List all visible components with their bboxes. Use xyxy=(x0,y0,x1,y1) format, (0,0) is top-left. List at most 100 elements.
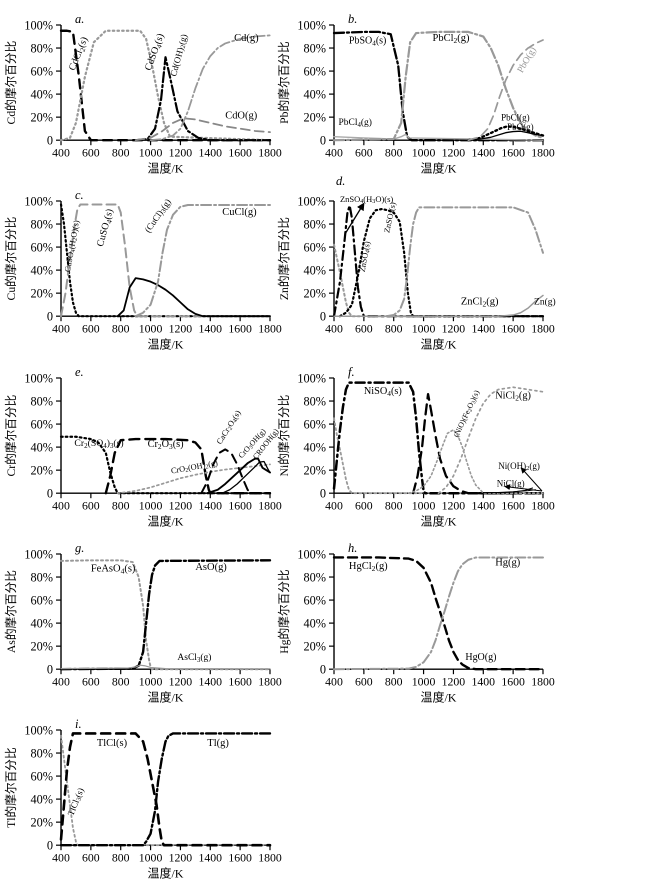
svg-text:ZnSO4(s): ZnSO4(s) xyxy=(358,240,374,273)
svg-text:AsCl3(g): AsCl3(g) xyxy=(177,652,211,664)
svg-text:400: 400 xyxy=(52,851,70,865)
svg-text:800: 800 xyxy=(112,146,130,160)
svg-text:600: 600 xyxy=(355,499,373,513)
svg-text:CdCl2(s): CdCl2(s) xyxy=(67,35,91,72)
svg-text:NiSO4(s): NiSO4(s) xyxy=(364,386,402,398)
svg-text:c.: c. xyxy=(75,188,84,202)
svg-text:1200: 1200 xyxy=(442,499,466,513)
svg-text:400: 400 xyxy=(325,322,343,336)
svg-text:80%: 80% xyxy=(30,570,53,584)
svg-text:NiCl2(g): NiCl2(g) xyxy=(495,391,531,403)
svg-text:1400: 1400 xyxy=(472,499,496,513)
svg-text:100%: 100% xyxy=(24,371,53,385)
svg-text:20%: 20% xyxy=(303,110,326,124)
svg-text:1000: 1000 xyxy=(412,146,436,160)
svg-text:100%: 100% xyxy=(297,371,326,385)
svg-text:1200: 1200 xyxy=(442,322,466,336)
svg-text:20%: 20% xyxy=(30,639,53,653)
svg-text:100%: 100% xyxy=(24,194,53,208)
svg-text:CrO2(OH)2(g): CrO2(OH)2(g) xyxy=(170,458,219,476)
svg-text:800: 800 xyxy=(112,851,130,865)
svg-text:100%: 100% xyxy=(297,18,326,32)
svg-text:1400: 1400 xyxy=(199,146,223,160)
svg-text:800: 800 xyxy=(112,675,130,689)
svg-text:60%: 60% xyxy=(303,64,326,78)
svg-text:Pb的摩尔百分比: Pb的摩尔百分比 xyxy=(277,41,291,123)
svg-text:CuSO4(s): CuSO4(s) xyxy=(95,208,116,248)
svg-text:600: 600 xyxy=(355,146,373,160)
svg-text:1200: 1200 xyxy=(169,499,193,513)
svg-text:(CuCl)3(g): (CuCl)3(g) xyxy=(143,197,174,235)
svg-text:CuCl(g): CuCl(g) xyxy=(222,207,257,218)
svg-text:60%: 60% xyxy=(30,64,53,78)
svg-text:温度/K: 温度/K xyxy=(148,690,184,705)
svg-text:600: 600 xyxy=(82,146,100,160)
svg-text:f.: f. xyxy=(348,365,355,379)
svg-text:1800: 1800 xyxy=(531,499,555,513)
svg-text:100%: 100% xyxy=(24,723,53,737)
svg-text:400: 400 xyxy=(52,146,70,160)
svg-text:1800: 1800 xyxy=(531,322,555,336)
svg-text:h.: h. xyxy=(348,541,357,555)
svg-text:400: 400 xyxy=(325,146,343,160)
svg-text:800: 800 xyxy=(385,322,403,336)
svg-text:Cr2(SO4)3(s): Cr2(SO4)3(s) xyxy=(74,438,123,450)
svg-text:i.: i. xyxy=(75,717,82,731)
svg-text:600: 600 xyxy=(82,499,100,513)
svg-text:1200: 1200 xyxy=(169,851,193,865)
svg-text:Tl的摩尔百分比: Tl的摩尔百分比 xyxy=(4,747,18,828)
svg-text:20%: 20% xyxy=(303,286,326,300)
svg-text:100%: 100% xyxy=(297,547,326,561)
svg-text:400: 400 xyxy=(52,675,70,689)
svg-text:HgO(g): HgO(g) xyxy=(465,652,496,663)
svg-text:400: 400 xyxy=(52,322,70,336)
svg-text:20%: 20% xyxy=(30,110,53,124)
svg-text:AsO(g): AsO(g) xyxy=(195,562,227,573)
svg-text:PbCl4(g): PbCl4(g) xyxy=(338,117,371,129)
svg-text:40%: 40% xyxy=(303,263,326,277)
svg-text:1200: 1200 xyxy=(169,322,193,336)
svg-text:1600: 1600 xyxy=(501,499,525,513)
svg-text:PbO(g): PbO(g) xyxy=(515,45,538,75)
svg-text:FeAsO4(s): FeAsO4(s) xyxy=(91,563,136,575)
svg-text:1600: 1600 xyxy=(228,851,252,865)
svg-text:1400: 1400 xyxy=(472,675,496,689)
svg-text:60%: 60% xyxy=(30,417,53,431)
svg-text:Ni的摩尔百分比: Ni的摩尔百分比 xyxy=(277,395,291,477)
svg-text:1000: 1000 xyxy=(139,851,163,865)
svg-text:400: 400 xyxy=(325,499,343,513)
svg-text:1000: 1000 xyxy=(412,322,436,336)
svg-text:Cr2O3(s): Cr2O3(s) xyxy=(148,439,184,451)
svg-text:1600: 1600 xyxy=(228,146,252,160)
svg-text:温度/K: 温度/K xyxy=(421,337,457,352)
svg-text:1000: 1000 xyxy=(139,499,163,513)
svg-text:80%: 80% xyxy=(30,217,53,231)
svg-text:100%: 100% xyxy=(297,194,326,208)
svg-text:800: 800 xyxy=(112,499,130,513)
svg-text:60%: 60% xyxy=(30,769,53,783)
svg-text:1200: 1200 xyxy=(169,675,193,689)
svg-text:HgCl2(g): HgCl2(g) xyxy=(349,561,388,573)
svg-text:400: 400 xyxy=(52,499,70,513)
svg-text:1800: 1800 xyxy=(531,675,555,689)
svg-text:As的摩尔百分比: As的摩尔百分比 xyxy=(4,570,18,653)
svg-text:温度/K: 温度/K xyxy=(148,337,184,352)
svg-text:1400: 1400 xyxy=(199,499,223,513)
svg-text:800: 800 xyxy=(112,322,130,336)
svg-text:CdO(g): CdO(g) xyxy=(225,110,258,121)
svg-text:CaCr2O4(s): CaCr2O4(s) xyxy=(215,409,244,447)
svg-text:ZnCl2(g): ZnCl2(g) xyxy=(461,297,499,309)
svg-text:600: 600 xyxy=(82,675,100,689)
svg-text:1600: 1600 xyxy=(228,322,252,336)
svg-text:400: 400 xyxy=(325,675,343,689)
svg-text:Cd(OH)2(g): Cd(OH)2(g) xyxy=(168,33,190,78)
svg-text:Cd(g): Cd(g) xyxy=(234,33,259,44)
svg-text:1800: 1800 xyxy=(531,146,555,160)
svg-text:800: 800 xyxy=(385,146,403,160)
svg-text:b.: b. xyxy=(348,12,357,26)
svg-text:1400: 1400 xyxy=(199,851,223,865)
svg-text:600: 600 xyxy=(355,675,373,689)
svg-text:40%: 40% xyxy=(303,87,326,101)
svg-text:800: 800 xyxy=(385,675,403,689)
svg-text:1000: 1000 xyxy=(412,499,436,513)
